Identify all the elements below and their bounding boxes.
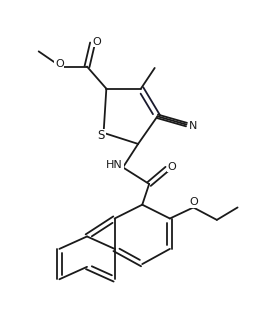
Text: N: N — [189, 121, 198, 131]
Text: HN: HN — [106, 160, 123, 170]
Text: O: O — [168, 161, 177, 172]
Text: O: O — [55, 59, 64, 69]
Text: O: O — [92, 37, 101, 47]
Text: O: O — [189, 197, 198, 207]
Text: S: S — [98, 129, 105, 142]
